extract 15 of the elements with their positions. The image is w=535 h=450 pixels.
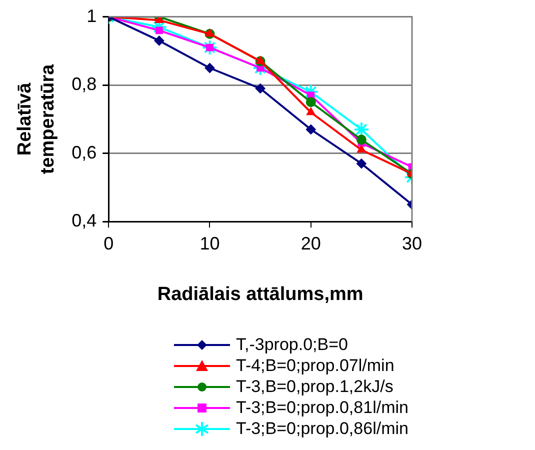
legend-label: T,-3prop.0;B=0: [236, 334, 348, 355]
y-axis-title: Relatīvā temperatūra: [14, 64, 58, 174]
legend-label: T-3,B=0,prop.1,2kJ/s: [236, 376, 394, 397]
legend-label: T-3;B=0;prop.0,81l/min: [236, 397, 408, 418]
y-tick-label: 0,8: [72, 74, 97, 94]
y-tick-label: 0,4: [72, 210, 97, 231]
x-tick-label: 20: [300, 233, 321, 254]
x-axis-title: Radiālais attālums,mm: [157, 284, 364, 305]
x-tick-label: 10: [200, 233, 220, 254]
y-tick-label: 1: [86, 6, 97, 26]
legend-label: T-4;B=0;prop.07l/min: [236, 355, 394, 376]
x-tick-label: 0: [104, 233, 114, 254]
y-tick-label: 0,6: [72, 142, 97, 162]
x-tick-label: 30: [402, 233, 422, 254]
legend-label: T-3;B=0;prop.0,86l/min: [236, 418, 408, 439]
